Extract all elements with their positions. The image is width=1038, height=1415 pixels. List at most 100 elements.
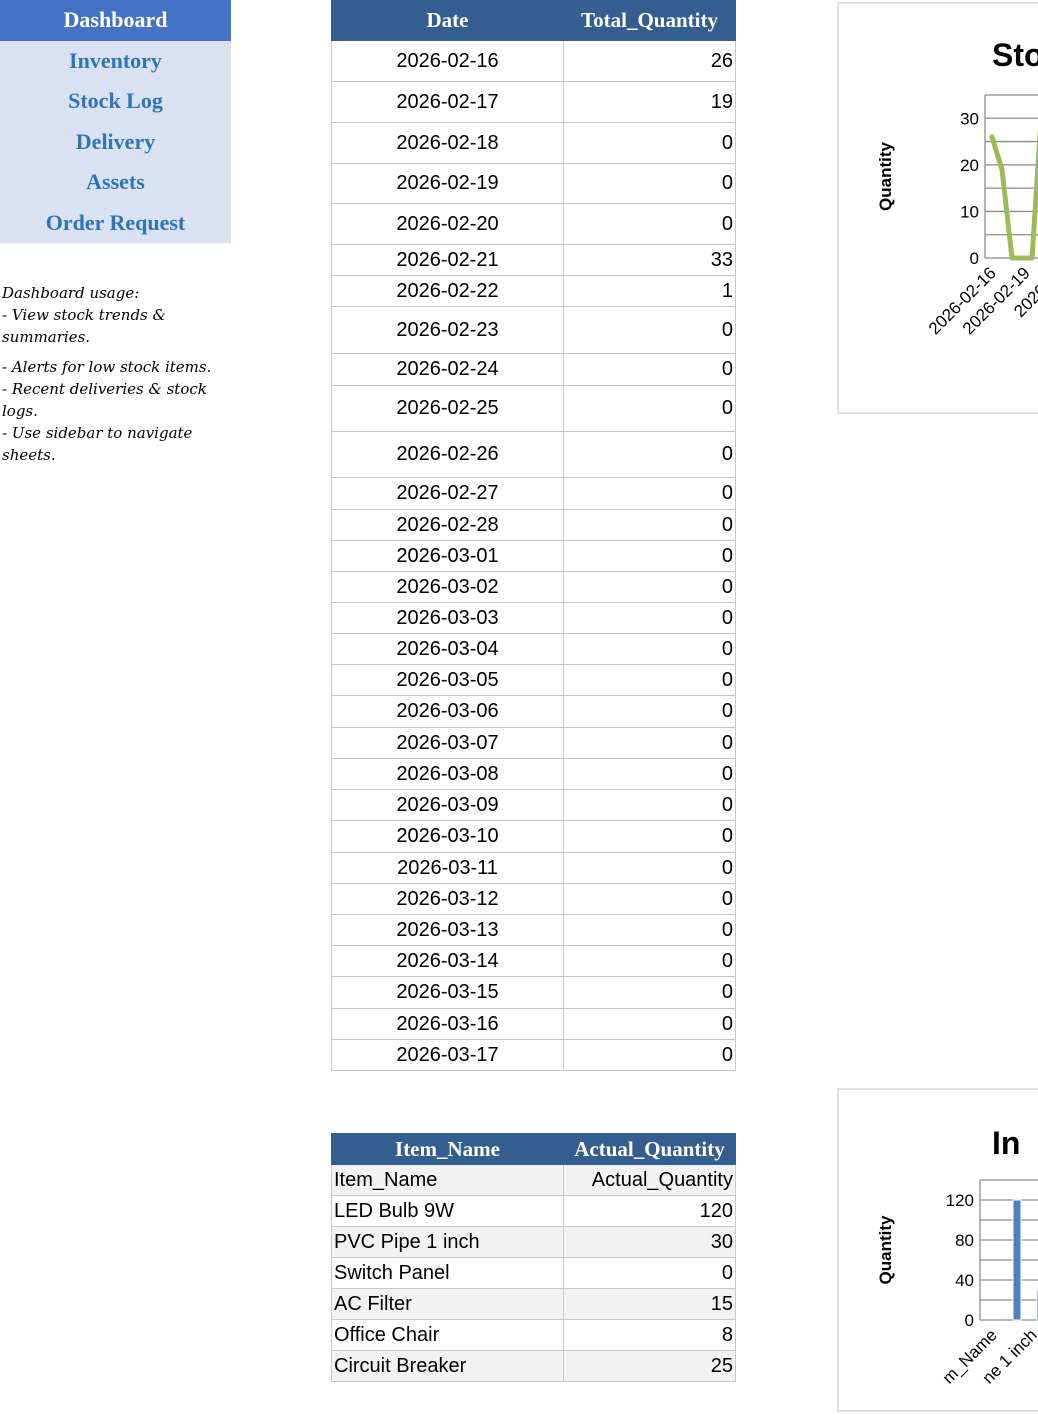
quantity-cell[interactable]: 30 <box>563 1226 736 1258</box>
quantity-cell[interactable]: 1 <box>563 275 736 307</box>
quantity-cell[interactable]: 0 <box>563 122 736 164</box>
y-tick-label: 80 <box>955 1231 974 1250</box>
quantity-cell[interactable]: 0 <box>563 203 736 245</box>
quantity-cell[interactable]: 0 <box>563 385 736 432</box>
quantity-cell[interactable]: 0 <box>563 306 736 354</box>
quantity-cell[interactable]: 0 <box>563 509 736 541</box>
chart-title: In <box>992 1125 1020 1161</box>
quantity-cell[interactable]: 0 <box>563 820 736 853</box>
item-name-cell[interactable]: LED Bulb 9W <box>331 1195 564 1227</box>
data-point <box>1019 255 1025 261</box>
quantity-cell[interactable]: 0 <box>563 163 736 204</box>
quantity-cell[interactable]: 0 <box>563 602 736 634</box>
quantity-cell[interactable]: 0 <box>563 571 736 603</box>
quantity-cell[interactable]: 0 <box>563 789 736 821</box>
sidebar-item-order-request[interactable]: Order Request <box>45 209 186 235</box>
quantity-cell[interactable]: 19 <box>563 81 736 123</box>
date-cell[interactable]: 2026-03-04 <box>331 633 564 665</box>
quantity-cell[interactable]: 0 <box>563 1257 736 1289</box>
date-cell[interactable]: 2026-03-07 <box>331 727 564 759</box>
date-cell[interactable]: 2026-02-22 <box>331 275 564 307</box>
item-name-cell[interactable]: Item_Name <box>331 1164 564 1196</box>
item-name-cell[interactable]: Circuit Breaker <box>331 1350 564 1382</box>
sidebar-item-assets[interactable]: Assets <box>86 169 145 194</box>
quantity-cell[interactable]: 0 <box>563 1039 736 1071</box>
date-cell[interactable]: 2026-02-26 <box>331 431 564 478</box>
date-cell[interactable]: 2026-02-27 <box>331 477 564 510</box>
table-row: Circuit Breaker 25 <box>331 1350 736 1382</box>
quantity-cell[interactable]: Actual_Quantity <box>563 1164 736 1196</box>
item-name-cell[interactable]: Switch Panel <box>331 1257 564 1289</box>
quantity-cell[interactable]: 0 <box>563 353 736 386</box>
date-cell[interactable]: 2026-02-24 <box>331 353 564 386</box>
quantity-cell[interactable]: 0 <box>563 695 736 728</box>
date-cell[interactable]: 2026-02-21 <box>331 244 564 276</box>
date-cell[interactable]: 2026-03-16 <box>331 1008 564 1040</box>
date-cell[interactable]: 2026-03-08 <box>331 758 564 790</box>
quantity-cell[interactable]: 0 <box>563 633 736 665</box>
date-cell[interactable]: 2026-03-06 <box>331 695 564 728</box>
date-cell[interactable]: 2026-02-28 <box>331 509 564 541</box>
quantity-cell[interactable]: 0 <box>563 727 736 759</box>
quantity-cell[interactable]: 0 <box>563 477 736 510</box>
date-cell[interactable]: 2026-02-23 <box>331 306 564 354</box>
item-quantity-table: Item_Name Actual_Quantity Item_Name Actua… <box>331 1133 736 1382</box>
item-name-cell[interactable]: PVC Pipe 1 inch <box>331 1226 564 1258</box>
table-row: 2026-02-25 0 <box>331 385 736 432</box>
quantity-cell[interactable]: 0 <box>563 945 736 977</box>
date-cell[interactable]: 2026-02-17 <box>331 81 564 123</box>
table-row: 2026-03-08 0 <box>331 758 736 790</box>
sidebar-item-stock-log[interactable]: Stock Log <box>68 88 163 113</box>
date-cell[interactable]: 2026-02-19 <box>331 163 564 204</box>
date-cell[interactable]: 2026-02-18 <box>331 122 564 164</box>
quantity-cell[interactable]: 0 <box>563 431 736 478</box>
table-row: 2026-03-05 0 <box>331 664 736 696</box>
date-cell[interactable]: 2026-03-02 <box>331 571 564 603</box>
table-row: 2026-02-16 26 <box>331 40 736 82</box>
quantity-cell[interactable]: 0 <box>563 540 736 572</box>
quantity-cell[interactable]: 120 <box>563 1195 736 1227</box>
quantity-cell[interactable]: 33 <box>563 244 736 276</box>
date-cell[interactable]: 2026-02-25 <box>331 385 564 432</box>
date-cell[interactable]: 2026-03-03 <box>331 602 564 634</box>
quantity-cell[interactable]: 0 <box>563 1008 736 1040</box>
y-tick-label: 120 <box>946 1191 974 1210</box>
item-name-cell[interactable]: AC Filter <box>331 1288 564 1320</box>
item-name-cell[interactable]: Office Chair <box>331 1319 564 1351</box>
quantity-cell[interactable]: 0 <box>563 976 736 1009</box>
date-cell[interactable]: 2026-02-16 <box>331 40 564 82</box>
table-row: Office Chair 8 <box>331 1319 736 1351</box>
quantity-cell[interactable]: 0 <box>563 852 736 884</box>
note-title: Dashboard usage: <box>2 284 140 302</box>
quantity-cell[interactable]: 8 <box>563 1319 736 1351</box>
date-cell[interactable]: 2026-03-13 <box>331 914 564 946</box>
sidebar-item-dashboard[interactable]: Dashboard <box>0 0 231 41</box>
table-row: 2026-02-28 0 <box>331 509 736 541</box>
date-cell[interactable]: 2026-03-01 <box>331 540 564 572</box>
quantity-cell[interactable]: 0 <box>563 664 736 696</box>
table-row: Switch Panel 0 <box>331 1257 736 1289</box>
quantity-cell[interactable]: 0 <box>563 914 736 946</box>
table-row: 2026-03-01 0 <box>331 540 736 572</box>
quantity-cell[interactable]: 0 <box>563 758 736 790</box>
date-cell[interactable]: 2026-03-15 <box>331 976 564 1009</box>
table-row: 2026-03-16 0 <box>331 1008 736 1040</box>
date-cell[interactable]: 2026-03-11 <box>331 852 564 884</box>
quantity-cell[interactable]: 26 <box>563 40 736 82</box>
stock-trend-chart[interactable]: Sto Quantity 0 10 20 30 2026-02-16 2026-02-19 20… <box>837 2 1038 414</box>
quantity-cell[interactable]: 15 <box>563 1288 736 1320</box>
date-cell[interactable]: 2026-03-12 <box>331 883 564 915</box>
date-cell[interactable]: 2026-03-09 <box>331 789 564 821</box>
sidebar-item-delivery[interactable]: Delivery <box>75 128 156 154</box>
inventory-chart[interactable]: In Quantity 0 40 80 120 m_Name ne 1 inch <box>837 1088 1038 1412</box>
date-cell[interactable]: 2026-02-20 <box>331 203 564 245</box>
sidebar-item-inventory[interactable]: Inventory <box>69 47 162 73</box>
quantity-cell[interactable]: 25 <box>563 1350 736 1382</box>
date-cell[interactable]: 2026-03-05 <box>331 664 564 696</box>
table-row: 2026-03-07 0 <box>331 727 736 759</box>
date-cell[interactable]: 2026-03-17 <box>331 1039 564 1071</box>
sidebar: Dashboard Inventory Stock Log Delivery Asset… <box>0 0 231 243</box>
date-cell[interactable]: 2026-03-10 <box>331 820 564 853</box>
quantity-cell[interactable]: 0 <box>563 883 736 915</box>
date-cell[interactable]: 2026-03-14 <box>331 945 564 977</box>
